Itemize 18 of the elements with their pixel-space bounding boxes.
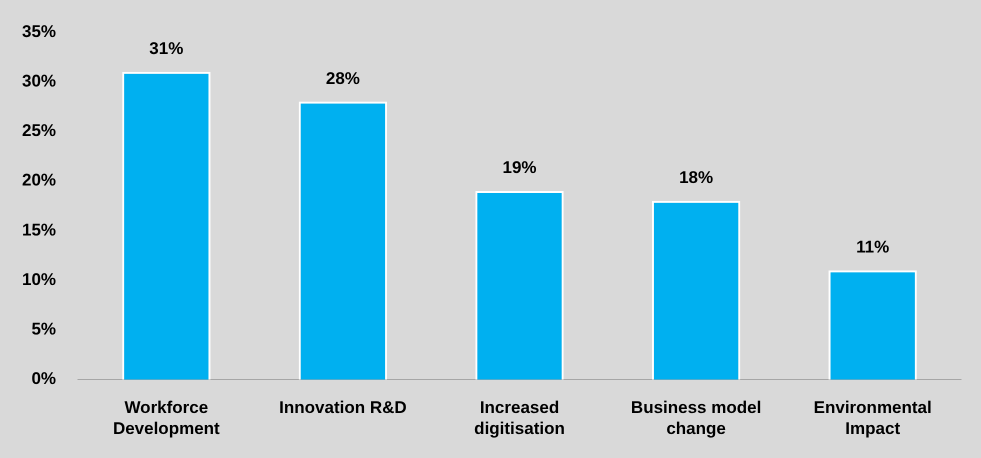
y-tick-label: 35% (22, 22, 56, 41)
y-tick-label: 15% (22, 220, 56, 240)
data-label: 11% (856, 238, 890, 257)
data-label: 28% (326, 68, 360, 88)
x-tick-label: Business model change (630, 398, 762, 438)
x-tick-label: Workforce Development (112, 398, 220, 438)
data-label: 31% (149, 39, 184, 58)
y-tick-label: 20% (22, 170, 56, 190)
y-tick-label: 10% (22, 270, 56, 289)
x-tick-label: Innovation R&D (279, 398, 407, 417)
data-label: 19% (502, 158, 537, 178)
y-tick-label: 30% (22, 72, 56, 90)
x-tick-label: Increased digitisation (474, 398, 565, 438)
y-tick-label: 25% (22, 121, 56, 140)
y-tick-label: 0% (31, 369, 56, 388)
y-tick-label: 5% (31, 320, 56, 339)
x-tick-label: Environmental Impact (814, 398, 932, 438)
data-label: 18% (679, 168, 714, 188)
